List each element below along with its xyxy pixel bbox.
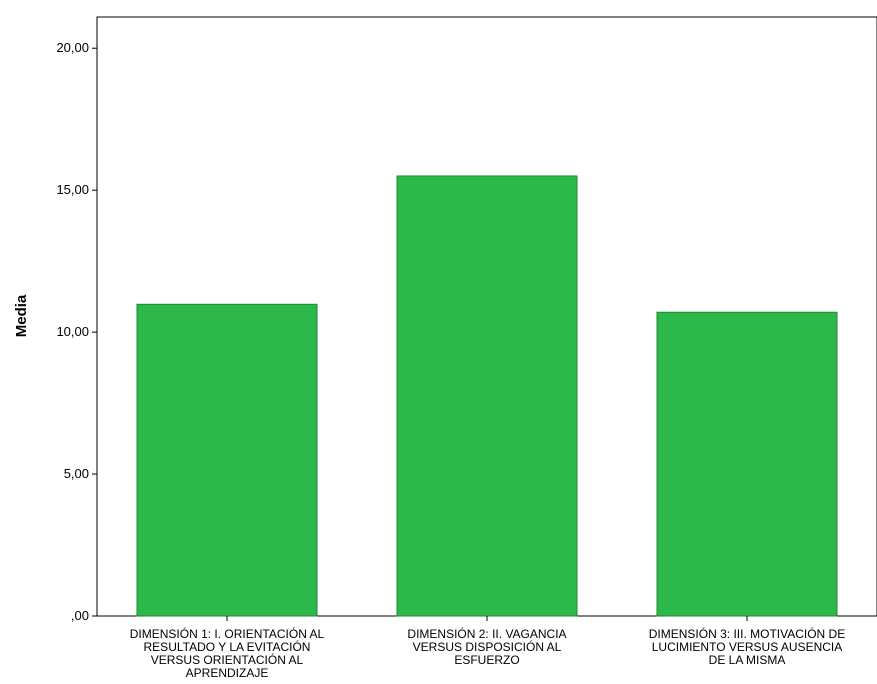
bar-3: [656, 311, 838, 617]
y-tick-label: 15,00: [56, 182, 89, 197]
bar-2: [396, 175, 578, 617]
y-tick-label: 10,00: [56, 324, 89, 339]
y-axis-title: Media: [13, 294, 30, 337]
x-category-label: DIMENSIÓN 1: I. ORIENTACIÓN AL RESULTADO …: [130, 626, 325, 680]
bar-1: [136, 303, 318, 617]
y-tick-label: 5,00: [64, 466, 89, 481]
x-category-label: DIMENSIÓN 2: II. VAGANCIA VERSUS DISPOSIC…: [407, 626, 566, 667]
x-category-label: DIMENSIÓN 3: III. MOTIVACIÓN DE LUCIMIENT…: [649, 626, 845, 667]
y-tick-label: ,00: [71, 608, 89, 623]
y-tick-label: 20,00: [56, 40, 89, 55]
